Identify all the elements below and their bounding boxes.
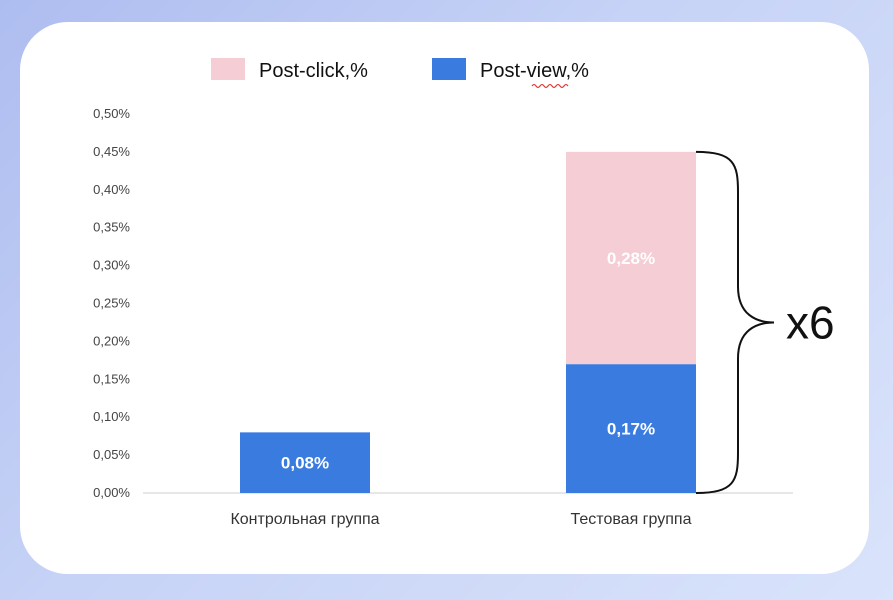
- y-tick-label: 0,30%: [93, 258, 130, 273]
- bar-post-click-1: [566, 151, 696, 365]
- y-tick-label: 0,40%: [93, 182, 130, 197]
- y-tick-label: 0,10%: [93, 409, 130, 424]
- curly-brace: [695, 150, 775, 494]
- legend-label: Post-click,%: [259, 60, 368, 82]
- y-tick-label: 0,05%: [93, 447, 130, 462]
- spellcheck-underline: [531, 83, 569, 89]
- multiplier-annotation: x6: [786, 296, 835, 348]
- data-label: 0,17%: [607, 420, 655, 439]
- data-label: 0,08%: [281, 454, 329, 473]
- y-tick-label: 0,35%: [93, 220, 130, 235]
- y-tick-label: 0,50%: [93, 106, 130, 121]
- x-category-label: Тестовая группа: [571, 511, 692, 528]
- legend-swatch: [211, 58, 245, 80]
- y-tick-label: 0,25%: [93, 296, 130, 311]
- data-label: 0,28%: [607, 249, 655, 268]
- legend-label: Post-view,%: [480, 60, 589, 82]
- x-category-label: Контрольная группа: [230, 511, 379, 528]
- y-tick-label: 0,45%: [93, 144, 130, 159]
- y-tick-label: 0,20%: [93, 333, 130, 348]
- legend-swatch: [432, 58, 466, 80]
- bar-post-view-1: [566, 364, 696, 493]
- bar-post-view-0: [240, 432, 370, 493]
- y-tick-label: 0,15%: [93, 371, 130, 386]
- y-tick-label: 0,00%: [93, 485, 130, 500]
- chart-card: [20, 22, 869, 574]
